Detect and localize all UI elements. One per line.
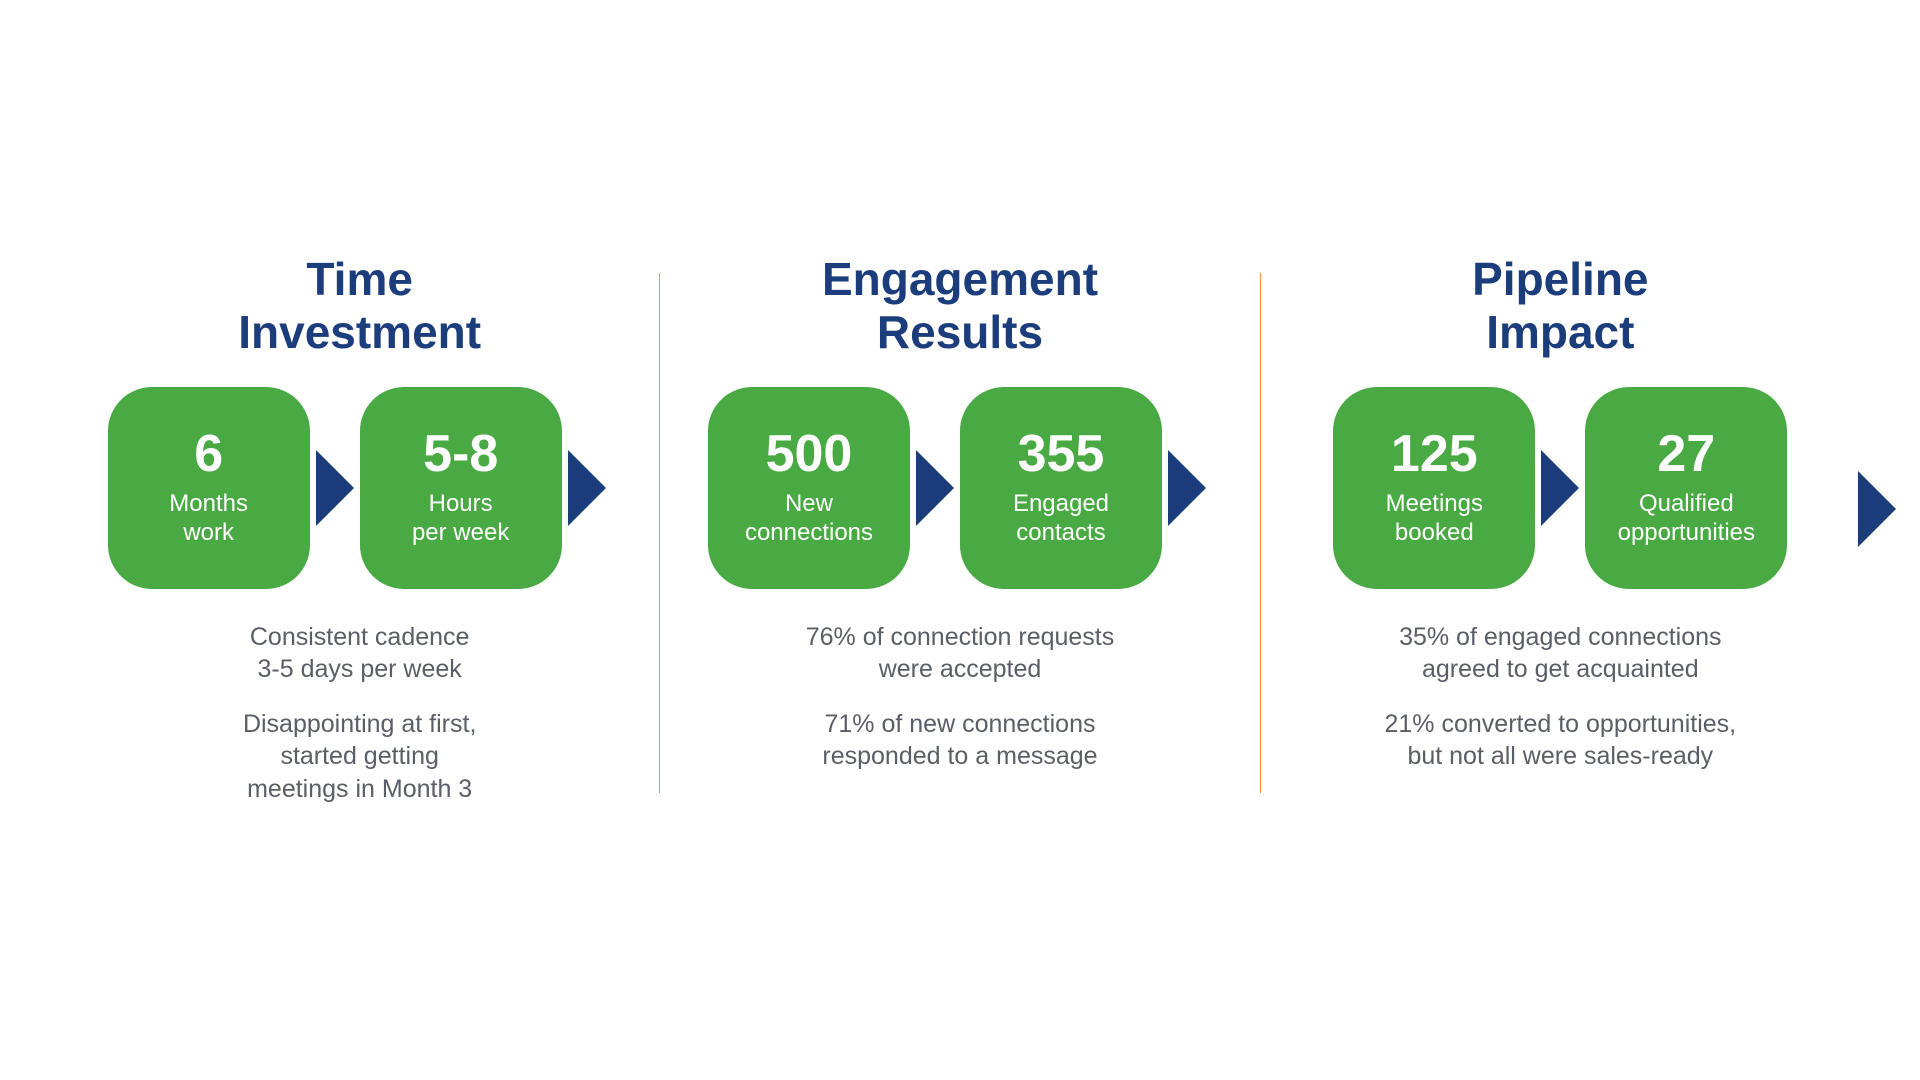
arrow-icon xyxy=(1858,471,1896,547)
notes: Consistent cadence 3-5 days per week Dis… xyxy=(243,621,476,828)
card-label: Months work xyxy=(169,490,248,548)
card-value: 125 xyxy=(1391,428,1478,480)
metric-card: 125 Meetings booked xyxy=(1333,387,1535,589)
arrow-icon xyxy=(568,450,606,526)
flow-row: 125 Meetings booked 27 Qualified opportu… xyxy=(1333,387,1787,589)
card-label: Qualified opportunities xyxy=(1618,490,1755,548)
card-value: 6 xyxy=(194,428,223,480)
metric-card: 6 Months work xyxy=(108,387,310,589)
note-text: Disappointing at first, started getting … xyxy=(243,708,476,806)
arrow-icon xyxy=(1541,450,1579,526)
infographic-container: Time Investment 6 Months work 5-8 Hours … xyxy=(0,253,1920,827)
section-heading: Time Investment xyxy=(238,253,481,359)
arrow-icon xyxy=(316,450,354,526)
arrow-icon xyxy=(916,450,954,526)
card-label: Meetings booked xyxy=(1386,490,1483,548)
arrow-icon xyxy=(1168,450,1206,526)
note-text: 71% of new connections responded to a me… xyxy=(806,708,1115,773)
section-time-investment: Time Investment 6 Months work 5-8 Hours … xyxy=(60,253,659,827)
metric-card: 500 New connections xyxy=(708,387,910,589)
section-pipeline-impact: Pipeline Impact 125 Meetings booked 27 Q… xyxy=(1261,253,1860,795)
card-value: 355 xyxy=(1018,428,1105,480)
flow-row: 500 New connections 355 Engaged contacts xyxy=(708,387,1212,589)
card-label: New connections xyxy=(745,490,873,548)
note-text: 76% of connection requests were accepted xyxy=(806,621,1115,686)
notes: 76% of connection requests were accepted… xyxy=(806,621,1115,795)
notes: 35% of engaged connections agreed to get… xyxy=(1385,621,1737,795)
card-value: 500 xyxy=(766,428,853,480)
metric-card: 355 Engaged contacts xyxy=(960,387,1162,589)
note-text: Consistent cadence 3-5 days per week xyxy=(243,621,476,686)
card-label: Engaged contacts xyxy=(1013,490,1109,548)
note-text: 35% of engaged connections agreed to get… xyxy=(1385,621,1737,686)
flow-row: 6 Months work 5-8 Hours per week xyxy=(108,387,612,589)
section-heading: Engagement Results xyxy=(822,253,1098,359)
card-value: 5-8 xyxy=(423,428,498,480)
metric-card: 5-8 Hours per week xyxy=(360,387,562,589)
note-text: 21% converted to opportunities, but not … xyxy=(1385,708,1737,773)
metric-card: 27 Qualified opportunities xyxy=(1585,387,1787,589)
card-value: 27 xyxy=(1657,428,1715,480)
card-label: Hours per week xyxy=(412,490,509,548)
section-engagement-results: Engagement Results 500 New connections 3… xyxy=(660,253,1259,795)
section-heading: Pipeline Impact xyxy=(1472,253,1648,359)
